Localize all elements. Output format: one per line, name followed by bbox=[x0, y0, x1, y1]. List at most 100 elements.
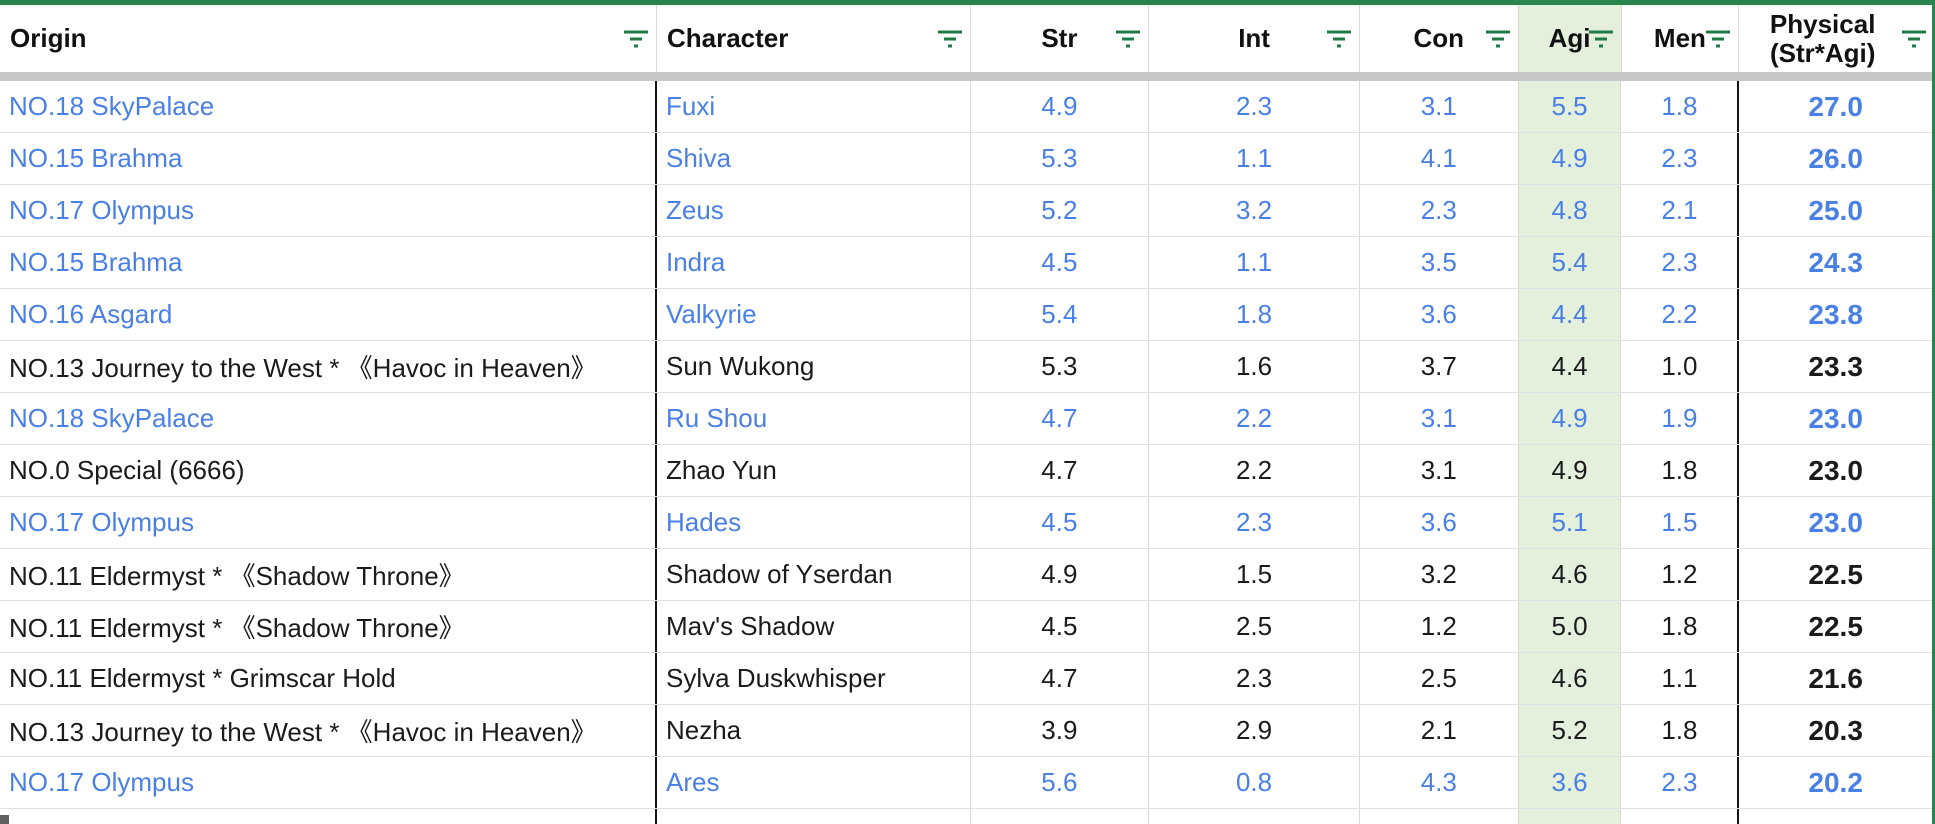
cell-agi[interactable]: 5.0 bbox=[1518, 601, 1622, 652]
cell-origin[interactable]: NO.0 Special (6666) bbox=[0, 445, 657, 496]
cell-agi[interactable]: 3.6 bbox=[1518, 757, 1622, 808]
cell-origin[interactable]: NO.11 Eldermyst * Grimscar Hold bbox=[0, 653, 657, 704]
cell-con[interactable]: 3.1 bbox=[1360, 393, 1519, 444]
filter-icon[interactable] bbox=[1324, 27, 1354, 51]
cell-men[interactable]: 2.1 bbox=[1621, 185, 1740, 236]
cell-physical[interactable]: 22.5 bbox=[1808, 558, 1863, 590]
cell-men[interactable]: 1.2 bbox=[1621, 549, 1740, 600]
cell-men[interactable]: 1.0 bbox=[1621, 341, 1740, 392]
cell-physical[interactable]: 20.3 bbox=[1808, 714, 1863, 746]
cell-men[interactable]: 1.9 bbox=[1621, 393, 1740, 444]
cell-origin[interactable]: NO.16 Asgard bbox=[0, 289, 657, 340]
cell-physical[interactable]: 26.0 bbox=[1808, 142, 1863, 174]
column-header-agi[interactable]: Agi bbox=[1518, 5, 1622, 72]
cell-character[interactable]: Shiva bbox=[657, 133, 971, 184]
cell-int[interactable]: 1.5 bbox=[1149, 549, 1360, 600]
cell-character[interactable]: Indra bbox=[657, 237, 971, 288]
cell-character[interactable] bbox=[657, 809, 971, 824]
cell-origin[interactable]: NO.17 Olympus bbox=[0, 757, 657, 808]
cell-con[interactable] bbox=[1360, 809, 1519, 824]
cell-con[interactable]: 4.1 bbox=[1360, 133, 1519, 184]
filter-icon[interactable] bbox=[1703, 27, 1733, 51]
filter-icon[interactable] bbox=[935, 27, 965, 51]
cell-int[interactable]: 2.5 bbox=[1149, 601, 1360, 652]
column-header-str[interactable]: Str bbox=[970, 5, 1150, 72]
cell-int[interactable]: 2.3 bbox=[1149, 81, 1360, 132]
column-header-origin[interactable]: Origin bbox=[0, 5, 657, 72]
cell-character[interactable]: Ares bbox=[657, 757, 971, 808]
cell-agi[interactable]: 4.8 bbox=[1518, 185, 1622, 236]
cell-str[interactable]: 3.9 bbox=[971, 705, 1150, 756]
cell-agi[interactable] bbox=[1518, 809, 1622, 824]
cell-physical[interactable]: 23.0 bbox=[1808, 506, 1863, 538]
column-header-men[interactable]: Men bbox=[1621, 5, 1740, 72]
filter-icon[interactable] bbox=[1899, 27, 1929, 51]
cell-physical[interactable] bbox=[1739, 809, 1932, 824]
cell-physical[interactable]: 23.8 bbox=[1808, 298, 1863, 330]
cell-str[interactable]: 5.4 bbox=[971, 289, 1150, 340]
cell-int[interactable]: 1.6 bbox=[1149, 341, 1360, 392]
cell-physical[interactable]: 27.0 bbox=[1808, 90, 1863, 122]
cell-con[interactable]: 3.7 bbox=[1360, 341, 1519, 392]
cell-str[interactable] bbox=[971, 809, 1150, 824]
cell-character[interactable]: Shadow of Yserdan bbox=[657, 549, 971, 600]
cell-character[interactable]: Valkyrie bbox=[657, 289, 971, 340]
cell-physical[interactable]: 25.0 bbox=[1808, 194, 1863, 226]
cell-str[interactable]: 4.5 bbox=[971, 497, 1150, 548]
cell-con[interactable]: 3.1 bbox=[1360, 81, 1519, 132]
cell-con[interactable]: 2.3 bbox=[1360, 185, 1519, 236]
cell-character[interactable]: Nezha bbox=[657, 705, 971, 756]
cell-physical[interactable]: 24.3 bbox=[1808, 246, 1863, 278]
cell-con[interactable]: 3.6 bbox=[1360, 497, 1519, 548]
cell-origin[interactable]: NO.11 Eldermyst * 《Shadow Throne》 bbox=[0, 601, 657, 652]
cell-int[interactable] bbox=[1149, 809, 1360, 824]
cell-physical[interactable]: 23.0 bbox=[1808, 454, 1863, 486]
cell-str[interactable]: 4.5 bbox=[971, 237, 1150, 288]
cell-physical[interactable]: 21.6 bbox=[1808, 662, 1863, 694]
cell-physical[interactable]: 22.5 bbox=[1808, 610, 1863, 642]
cell-str[interactable]: 4.5 bbox=[971, 601, 1150, 652]
cell-int[interactable]: 2.3 bbox=[1149, 653, 1360, 704]
cell-agi[interactable]: 5.5 bbox=[1518, 81, 1622, 132]
cell-origin[interactable] bbox=[0, 809, 657, 824]
frozen-row-divider[interactable] bbox=[0, 72, 1932, 81]
cell-men[interactable]: 1.8 bbox=[1621, 445, 1740, 496]
cell-str[interactable]: 4.7 bbox=[971, 653, 1150, 704]
cell-con[interactable]: 3.6 bbox=[1360, 289, 1519, 340]
cell-con[interactable]: 3.2 bbox=[1360, 549, 1519, 600]
filter-icon[interactable] bbox=[1113, 27, 1143, 51]
cell-str[interactable]: 4.7 bbox=[971, 445, 1150, 496]
cell-agi[interactable]: 4.6 bbox=[1518, 549, 1622, 600]
cell-origin[interactable]: NO.15 Brahma bbox=[0, 133, 657, 184]
cell-physical[interactable]: 23.0 bbox=[1808, 402, 1863, 434]
cell-str[interactable]: 4.9 bbox=[971, 549, 1150, 600]
cell-agi[interactable]: 5.4 bbox=[1518, 237, 1622, 288]
cell-men[interactable]: 1.5 bbox=[1621, 497, 1740, 548]
cell-str[interactable]: 5.3 bbox=[971, 133, 1150, 184]
cell-men[interactable]: 2.2 bbox=[1621, 289, 1740, 340]
cell-int[interactable]: 2.2 bbox=[1149, 445, 1360, 496]
cell-str[interactable]: 5.3 bbox=[971, 341, 1150, 392]
cell-men[interactable] bbox=[1621, 809, 1740, 824]
cell-character[interactable]: Hades bbox=[657, 497, 971, 548]
cell-origin[interactable]: NO.17 Olympus bbox=[0, 497, 657, 548]
cell-str[interactable]: 5.2 bbox=[971, 185, 1150, 236]
column-header-con[interactable]: Con bbox=[1359, 5, 1519, 72]
filter-icon[interactable] bbox=[1586, 27, 1616, 51]
column-header-int[interactable]: Int bbox=[1149, 5, 1360, 72]
cell-character[interactable]: Zhao Yun bbox=[657, 445, 971, 496]
cell-origin[interactable]: NO.13 Journey to the West * 《Havoc in He… bbox=[0, 705, 657, 756]
cell-agi[interactable]: 4.9 bbox=[1518, 133, 1622, 184]
cell-origin[interactable]: NO.11 Eldermyst * 《Shadow Throne》 bbox=[0, 549, 657, 600]
cell-men[interactable]: 1.1 bbox=[1621, 653, 1740, 704]
cell-character[interactable]: Sun Wukong bbox=[657, 341, 971, 392]
cell-con[interactable]: 3.5 bbox=[1360, 237, 1519, 288]
cell-physical[interactable]: 23.3 bbox=[1808, 350, 1863, 382]
filter-icon[interactable] bbox=[621, 27, 651, 51]
cell-men[interactable]: 2.3 bbox=[1621, 237, 1740, 288]
cell-men[interactable]: 2.3 bbox=[1621, 133, 1740, 184]
cell-con[interactable]: 2.5 bbox=[1360, 653, 1519, 704]
filter-icon[interactable] bbox=[1483, 27, 1513, 51]
cell-int[interactable]: 2.9 bbox=[1149, 705, 1360, 756]
cell-con[interactable]: 1.2 bbox=[1360, 601, 1519, 652]
